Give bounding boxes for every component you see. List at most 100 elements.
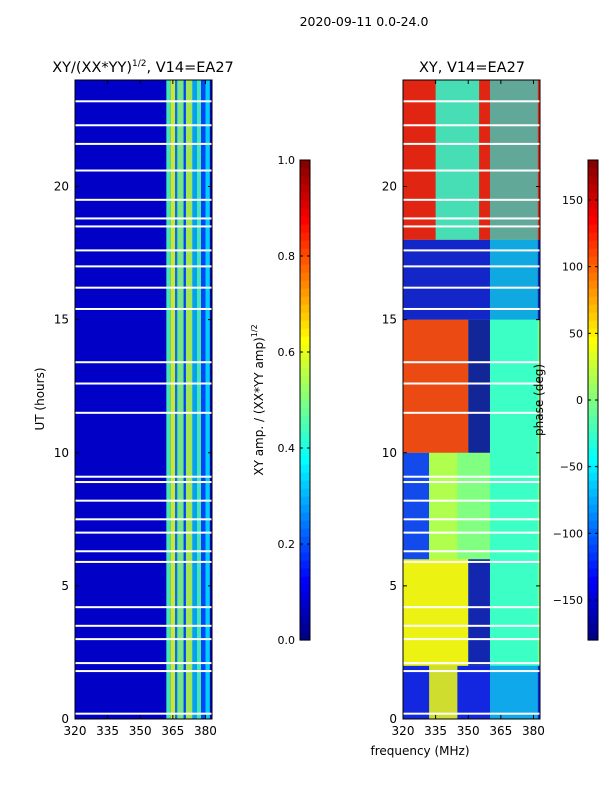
colorbar-segment	[588, 208, 598, 217]
heatmap-band	[201, 80, 206, 719]
x-tick-label: 350	[129, 724, 152, 738]
colorbar-segment	[588, 592, 598, 601]
panel1-ylabel: UT (hours)	[33, 367, 47, 430]
flagged-row	[403, 361, 540, 364]
flagged-row	[403, 124, 540, 127]
colorbar-segment	[588, 168, 598, 177]
y-tick-label: 0	[61, 712, 69, 726]
flagged-row	[403, 217, 540, 220]
colorbar-segment	[588, 352, 598, 361]
colorbar-segment	[300, 184, 310, 193]
colorbar-segment	[588, 480, 598, 489]
panel2-colorbar: −150 −100 −50 0 50 100 150	[553, 159, 599, 641]
colorbar-segment	[300, 600, 310, 609]
heatmap-region	[403, 452, 430, 560]
x-tick-label: 365	[489, 724, 512, 738]
flagged-row	[403, 606, 540, 609]
colorbar-segment	[300, 248, 310, 257]
colorbar-segment	[588, 512, 598, 521]
y-tick-label: 20	[382, 180, 397, 194]
y-tick-label: 10	[382, 446, 397, 460]
colorbar-segment	[588, 344, 598, 353]
colorbar-tick-label: 0.8	[278, 250, 296, 263]
colorbar-segment	[300, 376, 310, 385]
colorbar-segment	[588, 448, 598, 457]
x-tick-label: 320	[64, 724, 87, 738]
flagged-row	[403, 198, 540, 201]
colorbar-segment	[588, 456, 598, 465]
colorbar-segment	[588, 232, 598, 241]
flagged-row	[75, 638, 212, 641]
colorbar-segment	[300, 392, 310, 401]
colorbar-segment	[300, 224, 310, 233]
heatmap-band	[170, 80, 176, 719]
colorbar-segment	[300, 472, 310, 481]
colorbar-segment	[588, 544, 598, 553]
flagged-row	[403, 286, 540, 289]
flagged-row	[75, 124, 212, 127]
heatmap-region	[403, 559, 469, 666]
shared-xlabel: frequency (MHz)	[370, 744, 469, 758]
flagged-row	[75, 286, 212, 289]
flagged-row	[403, 550, 540, 553]
colorbar-segment	[300, 544, 310, 553]
colorbar-segment	[300, 560, 310, 569]
colorbar-segment	[300, 528, 310, 537]
flagged-row	[75, 169, 212, 172]
heatmap-region	[468, 559, 490, 666]
panel2-title: XY, V14=EA27	[419, 60, 525, 76]
heatmap-band	[196, 80, 202, 719]
flagged-row	[403, 225, 540, 228]
colorbar-segment	[300, 176, 310, 185]
flagged-row	[75, 475, 212, 478]
colorbar-segment	[300, 448, 310, 457]
colorbar-segment	[588, 624, 598, 633]
flagged-row	[403, 307, 540, 310]
colorbar-segment	[300, 336, 310, 345]
flagged-row	[75, 712, 212, 715]
flagged-row	[403, 481, 540, 484]
colorbar-segment	[588, 336, 598, 345]
flagged-row	[75, 307, 212, 310]
flagged-row	[75, 142, 212, 145]
colorbar-segment	[300, 608, 310, 617]
colorbar-segment	[588, 272, 598, 281]
colorbar-segment	[588, 392, 598, 401]
flagged-row	[403, 169, 540, 172]
colorbar-segment	[588, 424, 598, 433]
colorbar-tick-label: 0.6	[278, 346, 296, 359]
colorbar-segment	[588, 256, 598, 265]
panel2-heatmap	[403, 80, 540, 719]
colorbar-segment	[300, 536, 310, 545]
panel2-axes: 320 335 350 365 380 0 5 10 15 20	[382, 79, 545, 738]
colorbar-segment	[300, 552, 310, 561]
colorbar-segment	[588, 312, 598, 321]
flagged-row	[75, 550, 212, 553]
colorbar-segment	[300, 304, 310, 313]
colorbar-segment	[588, 504, 598, 513]
heatmap-region	[403, 319, 469, 453]
y-tick-label: 0	[389, 712, 397, 726]
flagged-row	[403, 638, 540, 641]
colorbar-segment	[300, 328, 310, 337]
heatmap-band	[205, 80, 210, 719]
flagged-row	[403, 249, 540, 252]
colorbar-tick-label: 50	[569, 327, 583, 340]
colorbar-segment	[588, 400, 598, 409]
colorbar-segment	[300, 520, 310, 529]
colorbar-segment	[588, 248, 598, 257]
x-tick-label: 380	[194, 724, 217, 738]
figure-suptitle: 2020-09-11 0.0-24.0	[300, 14, 429, 29]
colorbar-segment	[300, 576, 310, 585]
colorbar-segment	[300, 168, 310, 177]
flagged-row	[75, 361, 212, 364]
heatmap-band	[185, 80, 193, 719]
colorbar-segment	[300, 424, 310, 433]
colorbar-segment	[300, 440, 310, 449]
colorbar-segment	[300, 504, 310, 513]
colorbar-segment	[588, 384, 598, 393]
colorbar-segment	[300, 296, 310, 305]
colorbar-segment	[300, 360, 310, 369]
colorbar-segment	[588, 560, 598, 569]
